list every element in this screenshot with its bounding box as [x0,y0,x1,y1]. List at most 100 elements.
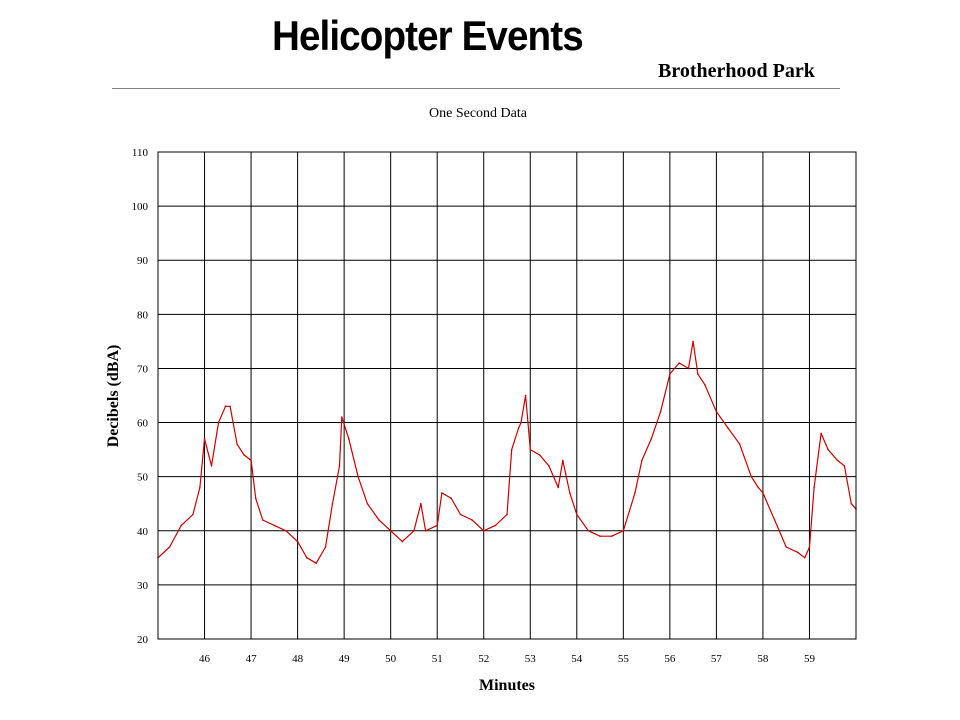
data-point [378,519,380,521]
x-tick-label: 48 [292,653,304,665]
data-point [273,524,276,527]
data-point [610,535,613,537]
data-point [715,410,718,413]
data-point [804,557,806,559]
series-layer [157,340,857,564]
x-tick-label: 46 [199,653,211,665]
y-tick-label: 90 [137,255,149,267]
data-point [641,459,643,462]
data-point [366,502,369,505]
data-point [229,405,231,408]
y-tick-label: 100 [132,201,149,213]
data-point [450,497,453,500]
plot-frame [157,151,857,640]
data-point [813,486,815,489]
y-tick-label: 40 [137,526,149,538]
data-point [401,540,404,543]
data-point [331,502,334,505]
data-point [254,497,257,500]
y-tick-label: 80 [137,309,149,321]
x-tick-label: 57 [711,653,723,665]
data-point [820,432,822,435]
data-point [576,513,578,516]
data-point [217,421,220,424]
data-point [315,562,318,564]
data-point [773,519,776,521]
data-point [236,443,238,446]
x-tick-label: 52 [478,653,489,665]
y-axis-label: Decibels (dBA) [105,345,122,448]
data-point [587,530,590,532]
data-point [517,427,520,429]
x-tick-label: 54 [571,653,583,665]
data-point [650,438,653,440]
data-point [420,502,422,505]
data-point [757,486,760,489]
data-point [250,459,252,462]
header-divider [112,88,840,89]
data-point [538,454,541,456]
data-point [357,475,359,478]
data-point [413,530,415,532]
x-tick-label: 59 [804,653,816,665]
data-point [389,530,392,532]
data-point [797,551,799,554]
data-point [562,459,564,462]
data-point [687,367,690,370]
data-point [524,394,527,397]
data-point [843,465,846,467]
x-tick-label: 51 [432,653,443,665]
data-point [296,540,299,543]
data-point [678,362,680,364]
data-series-line [157,340,857,564]
data-point [224,405,227,408]
data-point [704,383,706,386]
y-tick-label: 30 [137,580,149,592]
data-point [180,524,183,527]
data-point [750,475,753,478]
data-point [261,519,264,521]
data-point [785,546,787,548]
data-point [285,530,287,532]
data-point [569,492,571,494]
data-point [306,557,308,559]
y-tick-label: 60 [137,418,149,430]
data-point [599,535,601,537]
data-point [634,492,636,494]
data-point [210,465,213,467]
data-point [471,519,473,521]
data-point [850,502,853,505]
page-title: Helicopter Events [272,12,584,59]
data-point [529,448,532,451]
data-point [622,530,625,532]
data-point [243,454,245,456]
chart-title: One Second Data [429,106,528,121]
data-point [808,546,811,548]
data-point [494,524,497,527]
data-point [341,416,343,418]
data-point [441,492,443,494]
data-point [510,448,513,451]
data-point [738,443,741,446]
data-point [348,438,350,440]
data-point [338,465,341,467]
data-point [168,546,171,548]
x-tick-label: 56 [664,653,676,665]
data-point [548,465,550,467]
page-subtitle: Brotherhood Park [658,60,815,82]
data-point [557,486,559,489]
x-tick-label: 58 [757,653,769,665]
x-tick-label: 50 [385,653,397,665]
x-tick-label: 55 [618,653,630,665]
data-point [692,340,694,343]
data-point [836,459,839,462]
data-point [506,513,508,516]
y-tick-label: 20 [137,634,149,646]
data-point [669,373,671,375]
data-point [762,492,764,494]
data-point [324,546,327,548]
y-tick-label: 110 [132,147,149,159]
data-point [827,448,829,451]
grid-lines [158,152,856,639]
